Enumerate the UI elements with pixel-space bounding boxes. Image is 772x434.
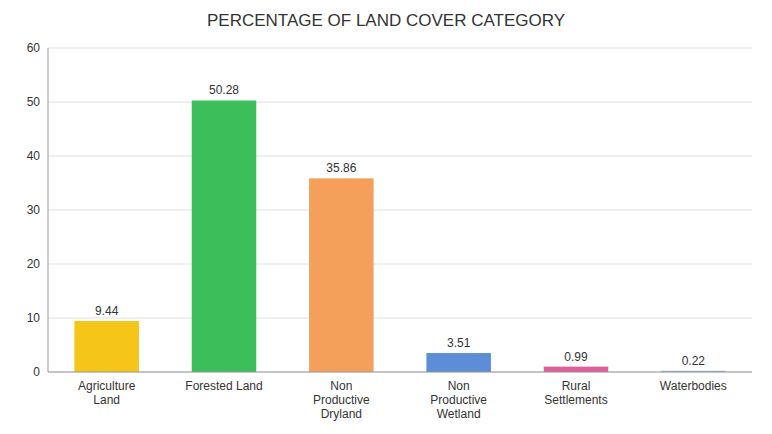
bars bbox=[74, 100, 725, 372]
x-tick-label: NonProductiveWetland bbox=[430, 379, 487, 421]
x-tick-label-line: Wetland bbox=[437, 407, 481, 421]
x-tick-label-line: Waterbodies bbox=[660, 379, 727, 393]
grid-line bbox=[48, 210, 752, 211]
x-tick-label: Forested Land bbox=[185, 379, 262, 393]
grid-line bbox=[48, 156, 752, 157]
x-tick-label-line: Settlements bbox=[544, 393, 607, 407]
y-tick-label: 10 bbox=[27, 311, 41, 325]
bar bbox=[192, 100, 257, 372]
bar bbox=[309, 178, 374, 372]
y-axis-line bbox=[48, 48, 49, 372]
chart-title: PERCENTAGE OF LAND COVER CATEGORY bbox=[207, 11, 565, 30]
data-label: 35.86 bbox=[326, 161, 356, 175]
x-tick-label-line: Productive bbox=[430, 393, 487, 407]
x-axis-line bbox=[48, 372, 752, 373]
x-tick-label-line: Non bbox=[330, 379, 352, 393]
grid-line bbox=[48, 318, 752, 319]
y-tick-label: 50 bbox=[27, 95, 41, 109]
x-tick-label-line: Productive bbox=[313, 393, 370, 407]
data-label: 3.51 bbox=[447, 336, 471, 350]
x-tick-label-line: Non bbox=[448, 379, 470, 393]
grid-line bbox=[48, 372, 752, 373]
x-tick-label-line: Agriculture bbox=[78, 379, 136, 393]
y-tick-label: 40 bbox=[27, 149, 41, 163]
x-tick-label: Waterbodies bbox=[660, 379, 727, 393]
chart-container: PERCENTAGE OF LAND COVER CATEGORY 0 10 20 30… bbox=[0, 0, 772, 434]
data-label: 50.28 bbox=[209, 83, 239, 97]
bar bbox=[544, 367, 609, 372]
x-tick-label-line: Rural bbox=[562, 379, 591, 393]
grid-line bbox=[48, 48, 752, 49]
y-tick-label: 20 bbox=[27, 257, 41, 271]
data-label: 9.44 bbox=[95, 304, 119, 318]
grid bbox=[48, 48, 752, 372]
x-tick-label-line: Land bbox=[93, 393, 120, 407]
x-tick-label: RuralSettlements bbox=[544, 379, 607, 407]
x-tick-label: NonProductiveDryland bbox=[313, 379, 370, 421]
data-label: 0.22 bbox=[682, 354, 706, 368]
bar bbox=[426, 353, 491, 372]
y-tick-label: 60 bbox=[27, 41, 41, 55]
y-tick-label: 0 bbox=[33, 365, 40, 379]
grid-line bbox=[48, 264, 752, 265]
chart-svg: PERCENTAGE OF LAND COVER CATEGORY 0 10 20 30… bbox=[0, 0, 772, 434]
x-tick-label-line: Dryland bbox=[321, 407, 362, 421]
data-label: 0.99 bbox=[564, 350, 588, 364]
y-tick-label: 30 bbox=[27, 203, 41, 217]
x-tick-label: AgricultureLand bbox=[78, 379, 136, 407]
bar bbox=[74, 321, 139, 372]
grid-line bbox=[48, 102, 752, 103]
x-tick-label-line: Forested Land bbox=[185, 379, 262, 393]
